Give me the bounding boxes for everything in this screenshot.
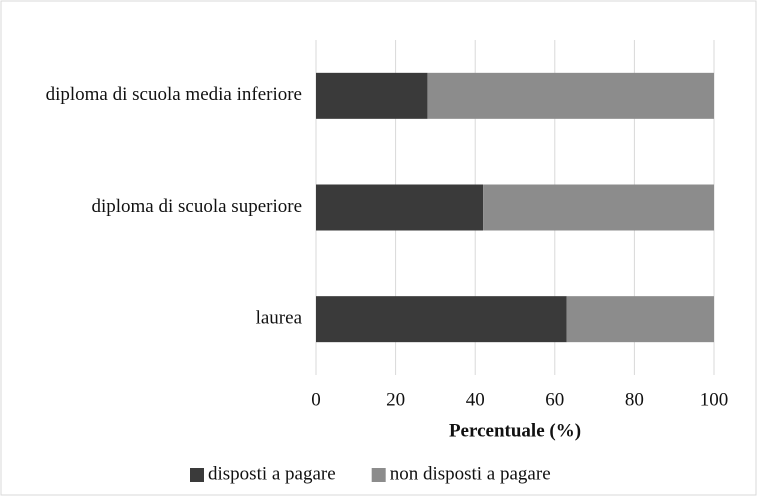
bar-segment <box>316 184 484 231</box>
y-tick-label: diploma di scuola superiore <box>91 196 302 217</box>
legend-swatch <box>190 468 204 482</box>
legend-label: non disposti a pagare <box>390 463 551 484</box>
x-axis-title: Percentuale (%) <box>449 420 581 441</box>
legend-swatch <box>371 468 386 482</box>
x-tick-label: 40 <box>466 389 485 410</box>
bar-segment <box>316 72 428 119</box>
x-tick-label: 20 <box>386 389 405 410</box>
x-tick-label: 80 <box>625 389 644 410</box>
x-tick-label: 100 <box>700 389 729 410</box>
y-tick-label: laurea <box>256 308 303 329</box>
bar-segment <box>483 184 714 231</box>
bar-segment <box>316 296 567 343</box>
bar-segment <box>566 296 714 343</box>
bar-segment <box>427 72 714 119</box>
x-tick-label: 0 <box>311 389 321 410</box>
y-tick-label: diploma di scuola media inferiore <box>46 84 302 105</box>
x-tick-label: 60 <box>545 389 564 410</box>
legend-label: disposti a pagare <box>208 463 336 484</box>
